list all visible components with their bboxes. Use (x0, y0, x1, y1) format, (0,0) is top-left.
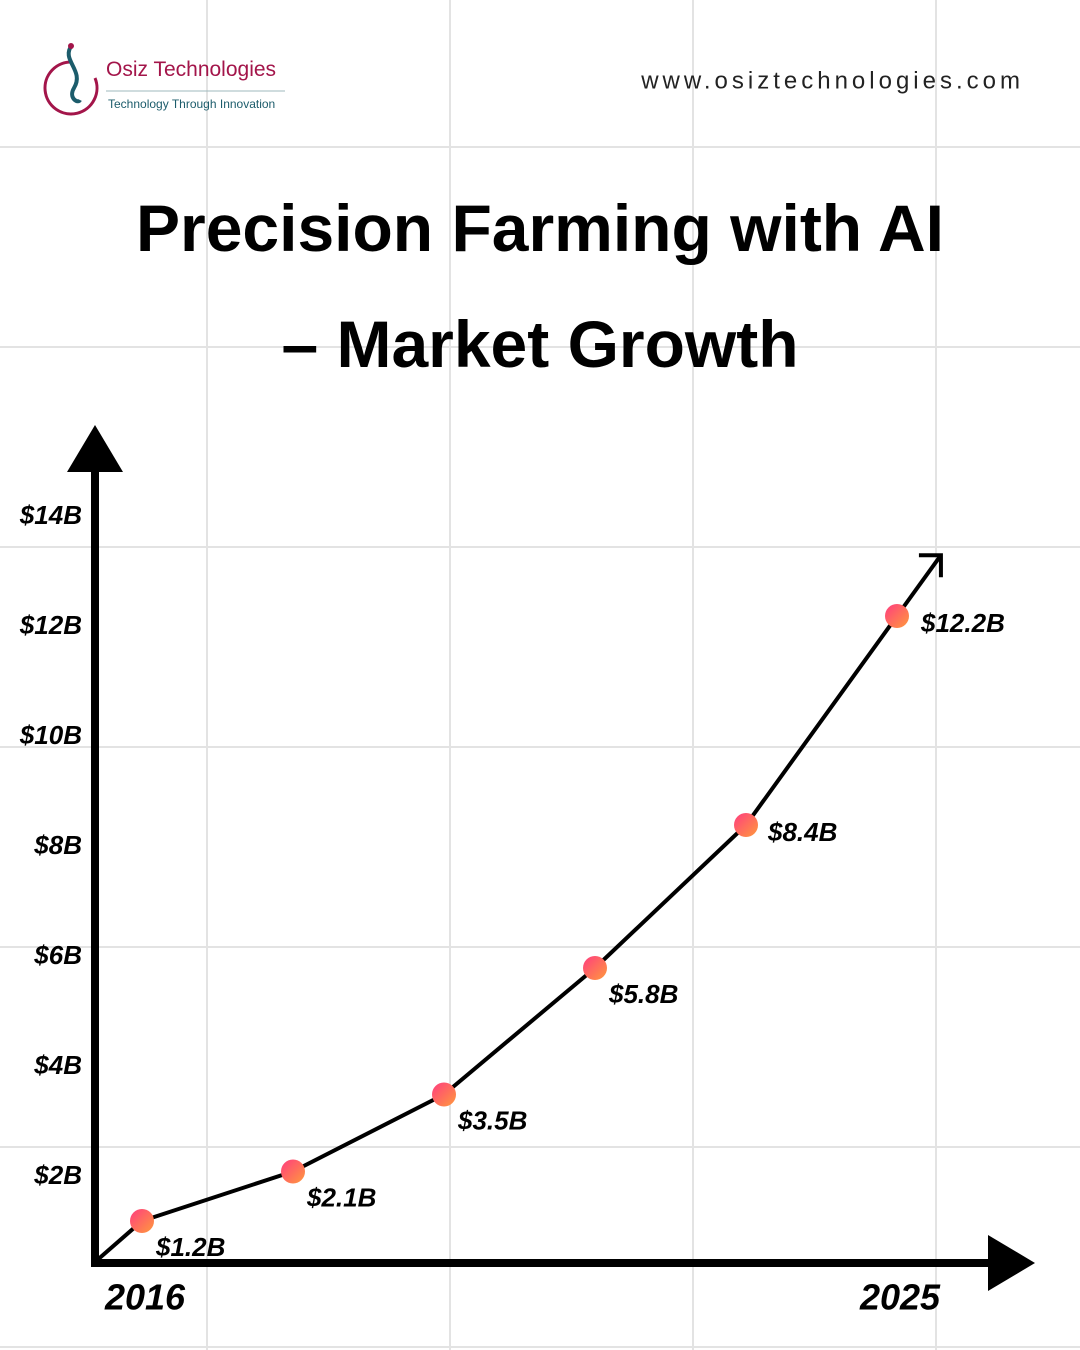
x-tick-label: 2025 (859, 1277, 941, 1318)
value-label: $2.1B (306, 1182, 376, 1212)
y-tick-label: $8B (33, 830, 82, 860)
line (141, 614, 899, 1223)
x-tick-label: 2016 (104, 1277, 186, 1318)
point (130, 1209, 154, 1233)
point (885, 604, 909, 628)
value-label: $5.8B (608, 979, 678, 1009)
y-tick-label: $2B (33, 1160, 82, 1190)
y-tick-label: $10B (19, 720, 82, 750)
y-tick-label: $6B (33, 940, 82, 970)
value-label: $3.5B (457, 1105, 527, 1135)
point (734, 813, 758, 837)
point (432, 1082, 456, 1107)
axes (67, 425, 1035, 1291)
logo: Osiz Technologies Technology Through Inn… (43, 43, 285, 116)
value-label: $8.4B (767, 817, 837, 847)
trend-arrowhead (918, 553, 943, 578)
value-label: $12.2B (920, 608, 1005, 638)
website: www.osiztechnologies.com (640, 67, 1024, 94)
y-tick-label: $14B (19, 500, 82, 530)
tagline: Technology Through Innovation (108, 97, 275, 111)
brand: Osiz Technologies (106, 58, 276, 81)
trend-arrow (895, 554, 943, 618)
chart-title: Precision Farming with AI – Market Growt… (135, 191, 945, 381)
y-tick-label: $4B (33, 1050, 82, 1080)
point (281, 1159, 305, 1184)
point (583, 956, 607, 980)
value-label: $1.2B (155, 1232, 225, 1262)
y-tick-label: $12B (19, 610, 82, 640)
